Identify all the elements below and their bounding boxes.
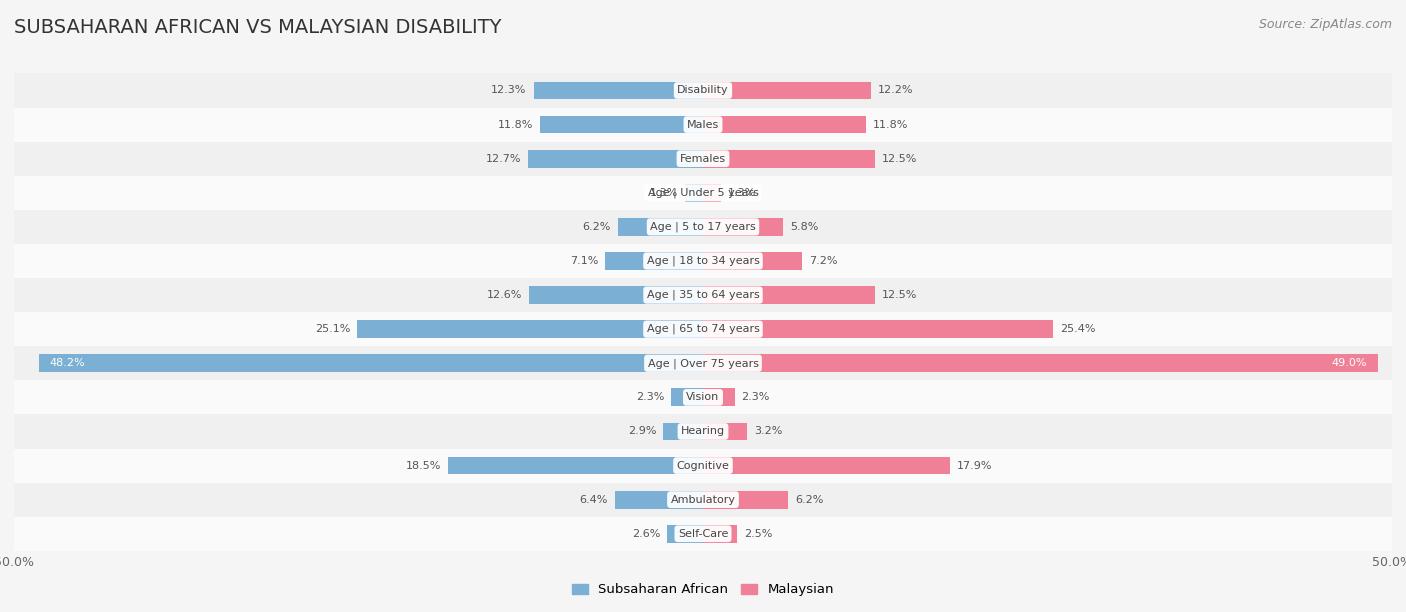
Text: 6.2%: 6.2% — [582, 222, 610, 232]
Bar — [357, 320, 703, 338]
Text: Vision: Vision — [686, 392, 720, 402]
Text: Females: Females — [681, 154, 725, 163]
Text: 7.1%: 7.1% — [569, 256, 599, 266]
Bar — [14, 312, 1392, 346]
Bar — [703, 286, 875, 304]
Bar — [540, 116, 703, 133]
Text: 2.3%: 2.3% — [741, 392, 770, 402]
Legend: Subsaharan African, Malaysian: Subsaharan African, Malaysian — [567, 578, 839, 602]
Bar — [703, 320, 1053, 338]
Text: 12.5%: 12.5% — [882, 154, 918, 163]
Text: 11.8%: 11.8% — [873, 119, 908, 130]
Bar — [530, 286, 703, 304]
Bar — [668, 525, 703, 543]
Bar — [14, 210, 1392, 244]
Text: 49.0%: 49.0% — [1331, 358, 1367, 368]
Bar — [14, 483, 1392, 517]
Bar — [614, 491, 703, 509]
Bar — [533, 81, 703, 99]
Text: 2.9%: 2.9% — [627, 427, 657, 436]
Bar — [529, 150, 703, 168]
Bar — [664, 423, 703, 440]
Bar — [14, 380, 1392, 414]
Bar — [449, 457, 703, 474]
Text: SUBSAHARAN AFRICAN VS MALAYSIAN DISABILITY: SUBSAHARAN AFRICAN VS MALAYSIAN DISABILI… — [14, 18, 502, 37]
Text: 17.9%: 17.9% — [956, 461, 993, 471]
Bar — [703, 423, 747, 440]
Bar — [14, 176, 1392, 210]
Text: Age | 65 to 74 years: Age | 65 to 74 years — [647, 324, 759, 334]
Text: Age | 18 to 34 years: Age | 18 to 34 years — [647, 256, 759, 266]
Bar — [617, 218, 703, 236]
Text: 2.3%: 2.3% — [636, 392, 665, 402]
Bar — [703, 116, 866, 133]
Text: Disability: Disability — [678, 86, 728, 95]
Text: 25.1%: 25.1% — [315, 324, 350, 334]
Text: 25.4%: 25.4% — [1060, 324, 1095, 334]
Bar — [14, 517, 1392, 551]
Text: Age | Over 75 years: Age | Over 75 years — [648, 358, 758, 368]
Bar — [703, 491, 789, 509]
Text: Cognitive: Cognitive — [676, 461, 730, 471]
Text: 6.2%: 6.2% — [796, 494, 824, 505]
Text: 48.2%: 48.2% — [49, 358, 86, 368]
Bar — [14, 73, 1392, 108]
Text: 12.7%: 12.7% — [485, 154, 522, 163]
Bar — [14, 108, 1392, 141]
Text: 6.4%: 6.4% — [579, 494, 607, 505]
Text: 12.6%: 12.6% — [486, 290, 523, 300]
Text: Source: ZipAtlas.com: Source: ZipAtlas.com — [1258, 18, 1392, 31]
Text: 7.2%: 7.2% — [808, 256, 838, 266]
Bar — [14, 278, 1392, 312]
Bar — [14, 141, 1392, 176]
Bar — [703, 150, 875, 168]
Bar — [605, 252, 703, 270]
Text: Age | 5 to 17 years: Age | 5 to 17 years — [650, 222, 756, 232]
Text: 1.3%: 1.3% — [728, 188, 756, 198]
Text: Males: Males — [688, 119, 718, 130]
Text: 18.5%: 18.5% — [406, 461, 441, 471]
Bar — [14, 414, 1392, 449]
Text: 5.8%: 5.8% — [790, 222, 818, 232]
Bar — [703, 354, 1378, 372]
Text: 2.5%: 2.5% — [744, 529, 773, 539]
Text: Self-Care: Self-Care — [678, 529, 728, 539]
Text: 11.8%: 11.8% — [498, 119, 533, 130]
Text: 12.2%: 12.2% — [877, 86, 914, 95]
Text: 3.2%: 3.2% — [754, 427, 782, 436]
Bar — [14, 346, 1392, 380]
Text: Age | 35 to 64 years: Age | 35 to 64 years — [647, 290, 759, 300]
Bar — [14, 244, 1392, 278]
Bar — [703, 389, 735, 406]
Bar — [703, 252, 803, 270]
Text: 1.3%: 1.3% — [650, 188, 678, 198]
Text: Age | Under 5 years: Age | Under 5 years — [648, 187, 758, 198]
Bar — [703, 457, 949, 474]
Bar — [39, 354, 703, 372]
Bar — [14, 449, 1392, 483]
Bar — [703, 525, 738, 543]
Bar — [703, 81, 872, 99]
Text: 2.6%: 2.6% — [631, 529, 661, 539]
Bar — [703, 218, 783, 236]
Bar — [685, 184, 703, 201]
Text: 12.5%: 12.5% — [882, 290, 918, 300]
Text: 12.3%: 12.3% — [491, 86, 527, 95]
Bar — [671, 389, 703, 406]
Text: Ambulatory: Ambulatory — [671, 494, 735, 505]
Text: Hearing: Hearing — [681, 427, 725, 436]
Bar — [703, 184, 721, 201]
